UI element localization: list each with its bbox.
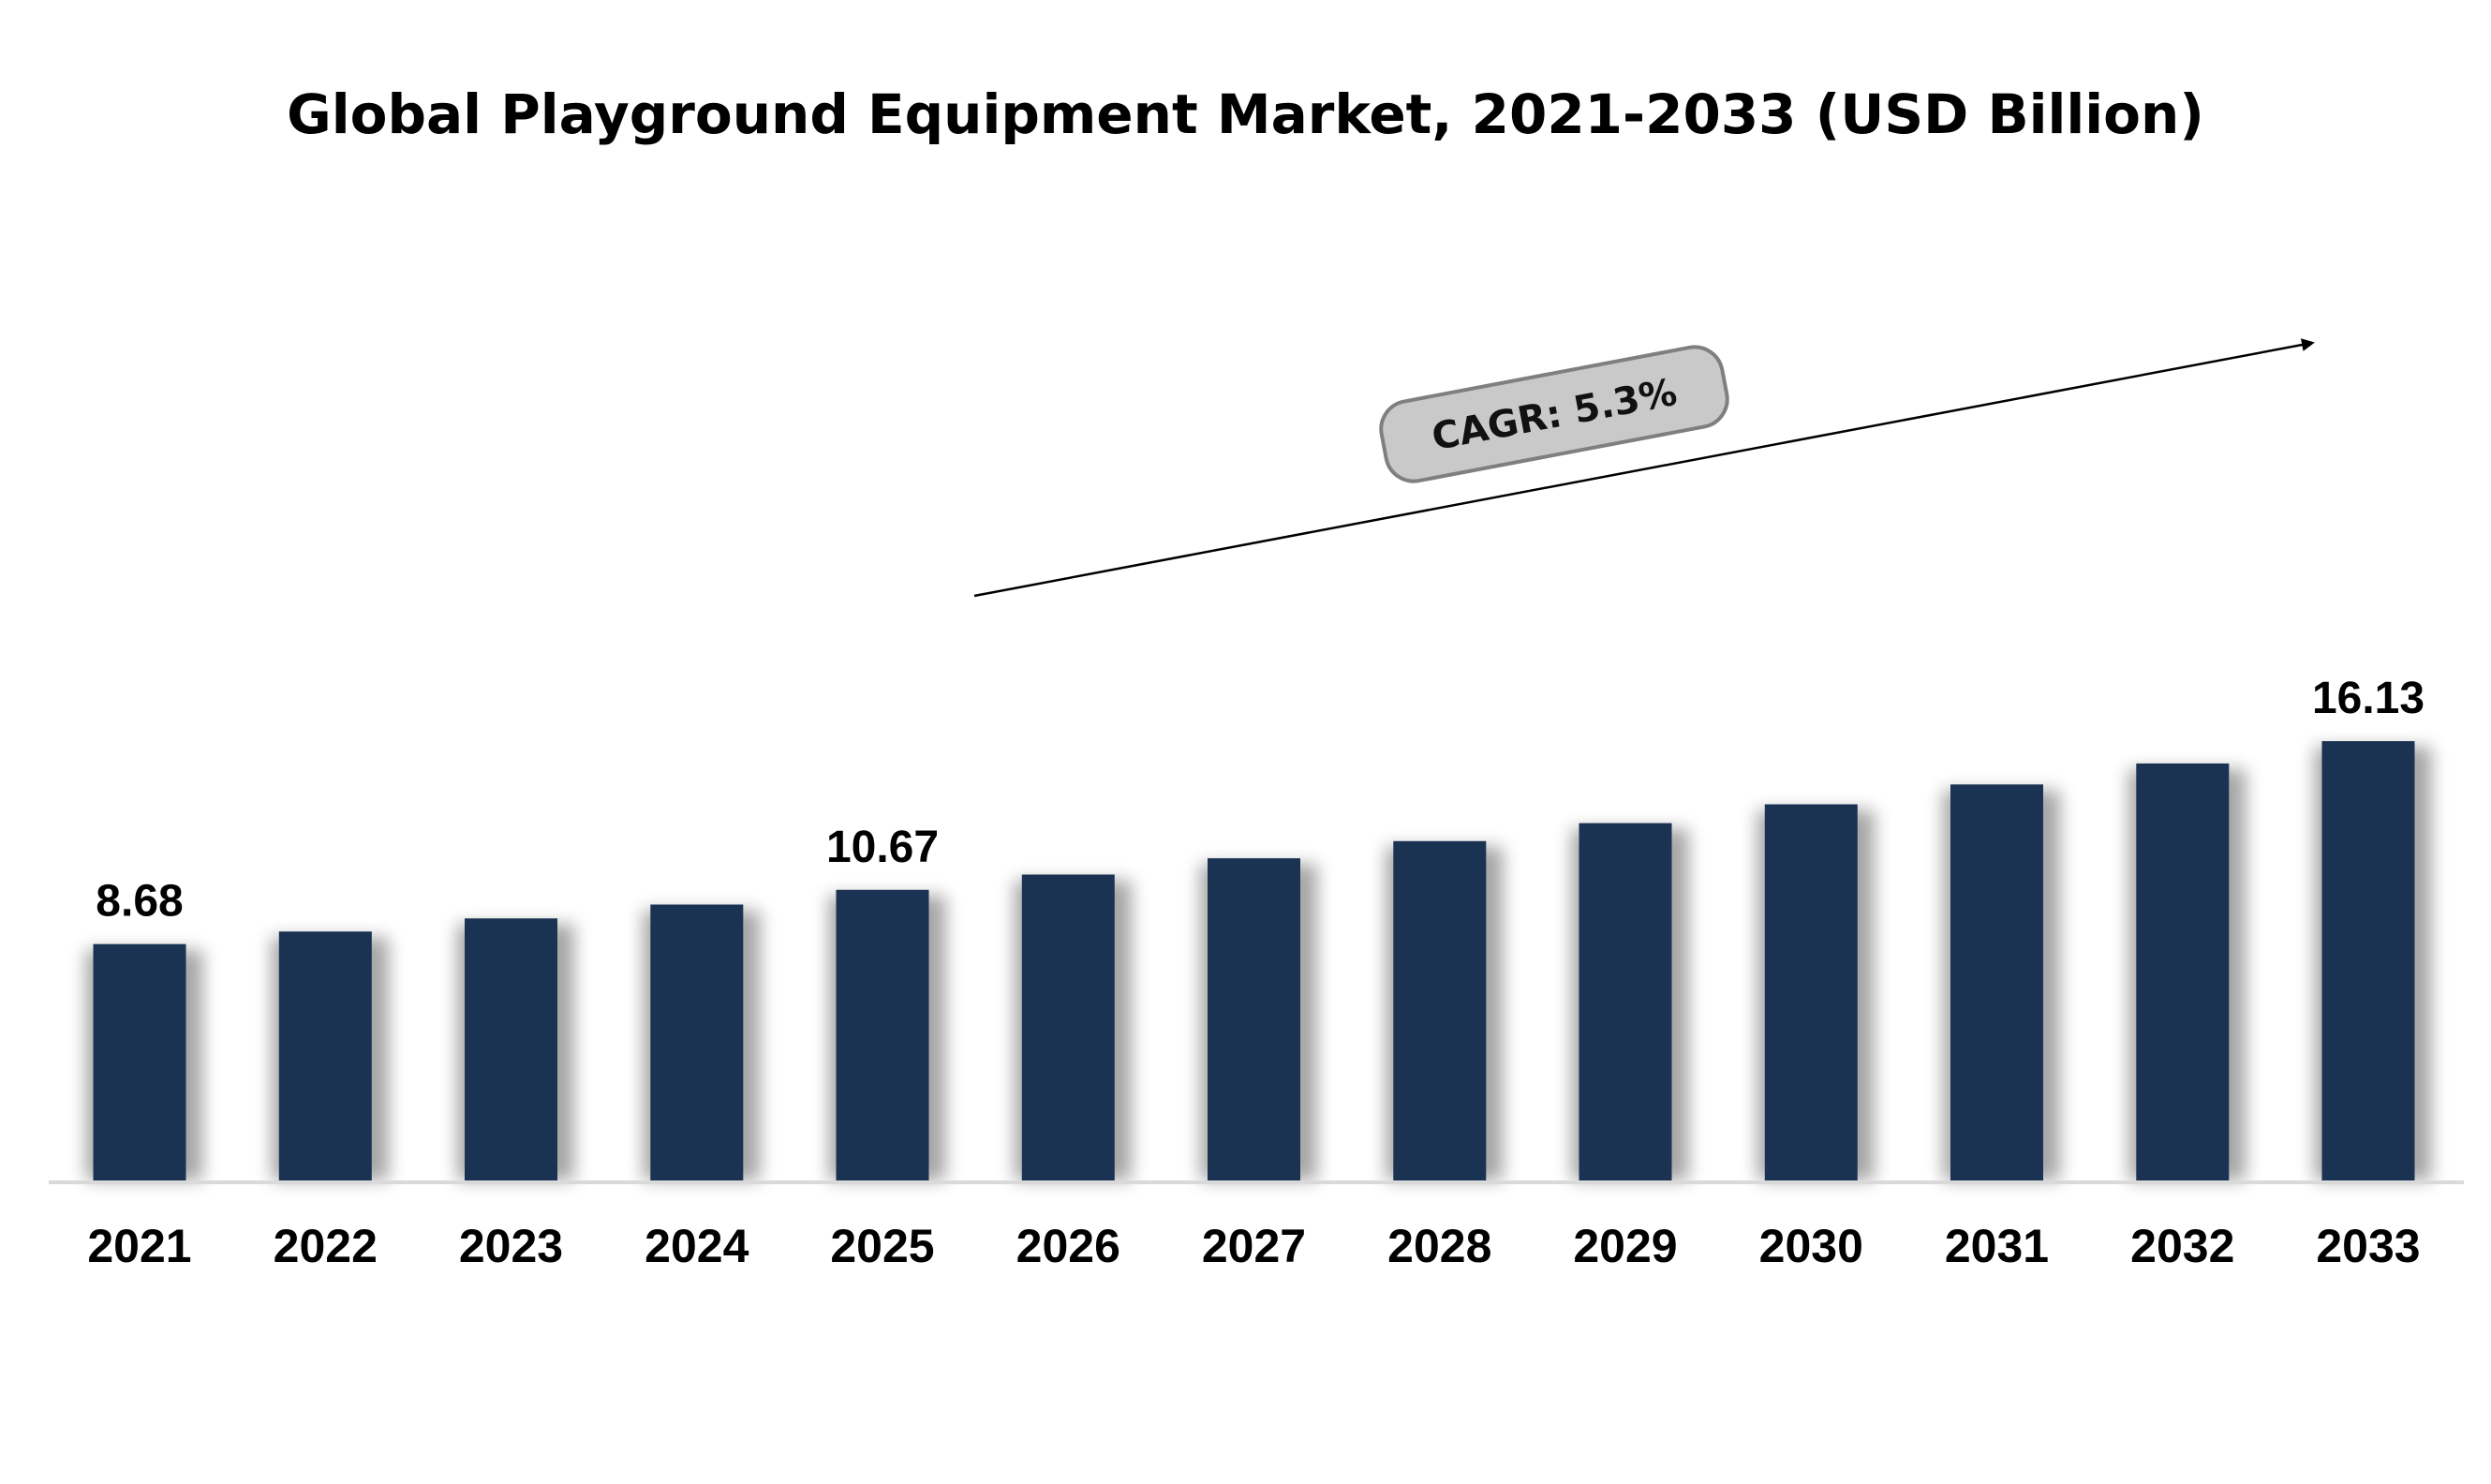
- bar-2031: [1950, 784, 2043, 1180]
- data-label-2021: 8.68: [96, 877, 183, 927]
- bars: [93, 741, 2415, 1180]
- bar-2028: [1393, 840, 1487, 1180]
- bar-2032: [2136, 763, 2230, 1180]
- x-tick-label-2029: 2029: [1573, 1220, 1677, 1272]
- x-tick-label-2024: 2024: [645, 1220, 749, 1272]
- data-labels: 8.68 10.67 16.13: [96, 674, 2424, 927]
- x-tick-label-2023: 2023: [459, 1220, 563, 1272]
- x-tick-label-2028: 2028: [1387, 1220, 1491, 1272]
- cagr-badge-background: [1379, 345, 1729, 483]
- x-tick-label-2033: 2033: [2316, 1220, 2420, 1272]
- cagr-arrow: [973, 338, 2315, 598]
- x-tick-label-2032: 2032: [2130, 1220, 2234, 1272]
- bar-2022: [278, 931, 372, 1180]
- bar-2027: [1208, 858, 1300, 1180]
- bar-2024: [650, 904, 744, 1180]
- bar-2025: [836, 889, 929, 1180]
- bar-2033: [2321, 741, 2415, 1180]
- x-tick-label-2031: 2031: [1945, 1220, 2049, 1272]
- data-label-2033: 16.13: [2312, 674, 2424, 723]
- data-label-2025: 10.67: [826, 823, 939, 872]
- x-axis-tick-labels: 2021 2022 2023 2024 2025 2026 2027 2028 2029 2030…: [87, 1220, 2420, 1272]
- x-tick-label-2022: 2022: [274, 1220, 378, 1272]
- bar-2029: [1579, 823, 1672, 1180]
- x-tick-label-2030: 2030: [1759, 1220, 1863, 1272]
- bar-2026: [1021, 874, 1115, 1180]
- bar-2023: [465, 918, 557, 1180]
- cagr-badge: CAGR: 5.3%: [1379, 345, 1729, 483]
- bar-2030: [1764, 804, 1858, 1180]
- x-tick-label-2021: 2021: [87, 1220, 191, 1272]
- x-tick-label-2027: 2027: [1202, 1220, 1306, 1272]
- bar-2021: [93, 943, 186, 1180]
- cagr-annotation: CAGR: 5.3%: [973, 338, 2315, 598]
- chart-title: Global Playground Equipment Market, 2021…: [287, 82, 2204, 146]
- x-tick-label-2026: 2026: [1016, 1220, 1120, 1272]
- x-tick-label-2025: 2025: [830, 1220, 934, 1272]
